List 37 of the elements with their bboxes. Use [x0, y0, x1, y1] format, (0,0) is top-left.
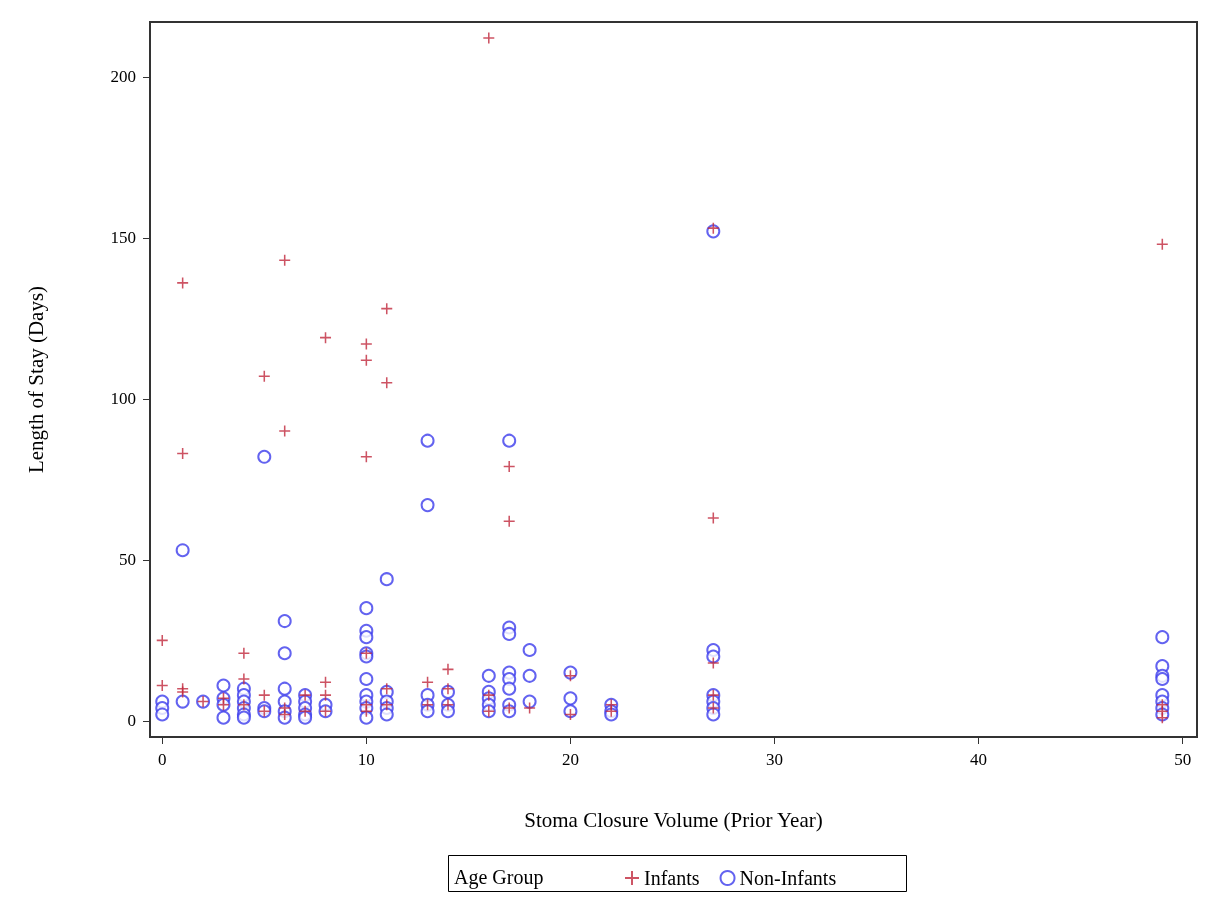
point — [442, 683, 454, 695]
point — [381, 377, 393, 389]
legend-label: Non-Infants — [739, 867, 837, 889]
point — [238, 647, 250, 659]
legend-title: Age Group — [454, 866, 544, 889]
y-axis-title: Length of Stay (Days) — [23, 285, 48, 474]
x-tick-label: 50 — [1174, 750, 1192, 769]
point — [360, 338, 372, 350]
x-tick-label: 30 — [766, 750, 784, 769]
point — [360, 451, 372, 463]
point — [707, 512, 719, 524]
x-axis-title: Stoma Closure Volume (Prior Year) — [524, 807, 823, 832]
point — [156, 634, 168, 646]
x-tick-label: 10 — [357, 750, 375, 769]
point — [442, 663, 454, 675]
y-tick-label: 0 — [127, 711, 136, 731]
point — [422, 676, 434, 688]
x-tick-label: 20 — [561, 750, 579, 769]
point — [483, 32, 495, 44]
point — [177, 277, 189, 289]
point — [279, 425, 291, 437]
point — [320, 676, 332, 688]
point — [360, 354, 372, 366]
legend-label: Infants — [644, 867, 700, 889]
y-tick-label: 200 — [110, 67, 136, 87]
point — [503, 515, 515, 527]
point — [503, 460, 515, 472]
point — [1156, 238, 1168, 250]
point — [381, 683, 393, 695]
y-tick-label: 100 — [110, 389, 136, 409]
x-tick-label: 40 — [970, 750, 988, 769]
y-tick-label: 50 — [119, 550, 136, 570]
point — [258, 689, 270, 701]
x-tick-label: 0 — [158, 750, 167, 769]
point — [156, 679, 168, 691]
y-tick-label: 150 — [110, 228, 136, 248]
point — [381, 303, 393, 315]
